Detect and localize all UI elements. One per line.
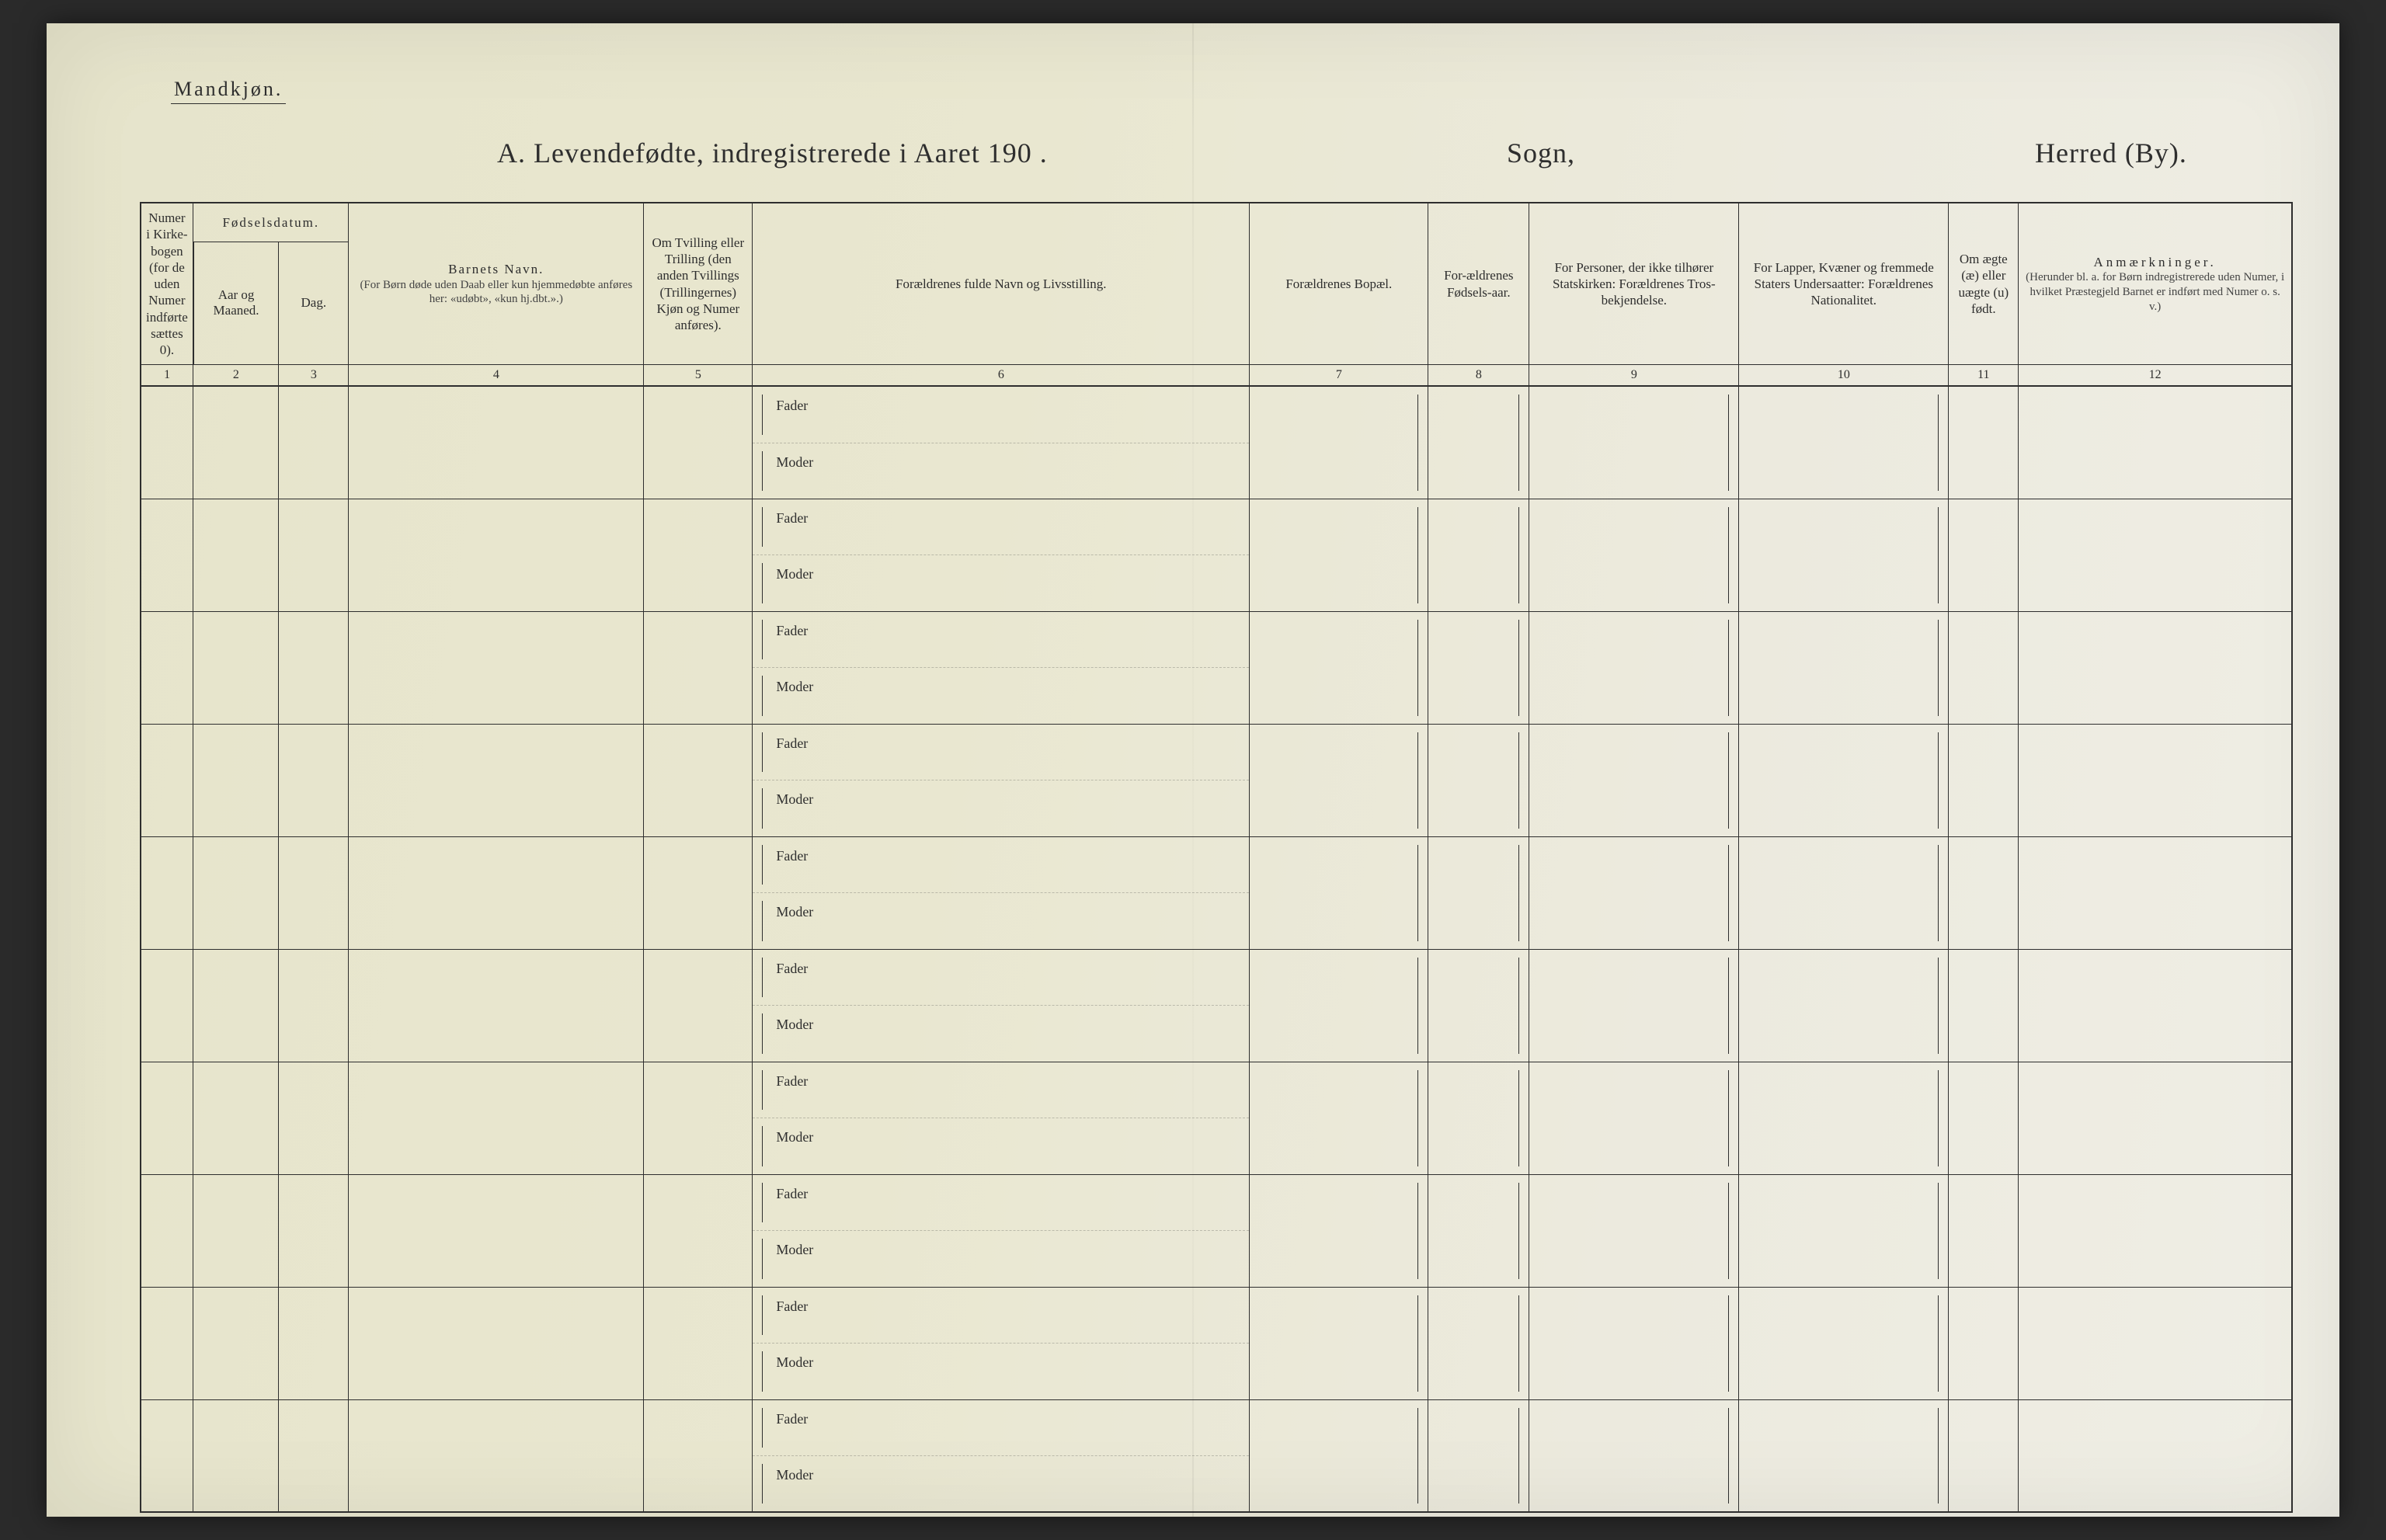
father-label: Fader <box>753 1400 1249 1456</box>
colnum-6: 6 <box>753 365 1250 387</box>
col-header-10: For Lapper, Kvæner og fremmede Staters U… <box>1739 203 1949 365</box>
colnum-12: 12 <box>2019 365 2292 387</box>
col-header-1: Numer i Kirke-bogen (for de uden Numer i… <box>141 203 193 365</box>
table-header-row: Numer i Kirke-bogen (for de uden Numer i… <box>141 203 2292 242</box>
father-label: Fader <box>753 1062 1249 1119</box>
father-label: Fader <box>753 837 1249 894</box>
col-header-12: Anmærkninger. (Herunder bl. a. for Børn … <box>2019 203 2292 365</box>
table-body: FaderModerFaderModerFaderModerFaderModer… <box>141 386 2292 1512</box>
col-header-6: Forældrenes fulde Navn og Livsstilling. <box>753 203 1250 365</box>
father-label: Fader <box>753 499 1249 556</box>
table-row: FaderModer <box>141 949 2292 1062</box>
col-header-9: For Personer, der ikke tilhører Statskir… <box>1529 203 1739 365</box>
page-content: Mandkjøn. A. Levendefødte, indregistrere… <box>140 78 2293 1462</box>
col-header-date-group: Fødselsdatum. <box>193 203 349 242</box>
father-label: Fader <box>753 725 1249 781</box>
colnum-10: 10 <box>1739 365 1949 387</box>
colnum-8: 8 <box>1428 365 1529 387</box>
title-herred: Herred (By). <box>2035 137 2187 169</box>
title-bar: A. Levendefødte, indregistrerede i Aaret… <box>140 137 2293 174</box>
mother-label: Moder <box>753 1118 1249 1174</box>
table-row: FaderModer <box>141 1062 2292 1174</box>
colnum-5: 5 <box>644 365 753 387</box>
col12-title: Anmærkninger. <box>2023 254 2287 270</box>
table-colnum-row: 1 2 3 4 5 6 7 8 9 10 11 12 <box>141 365 2292 387</box>
table-row: FaderModer <box>141 724 2292 836</box>
father-label: Fader <box>753 950 1249 1006</box>
gender-label: Mandkjøn. <box>171 78 286 104</box>
father-label: Fader <box>753 387 1249 443</box>
table-row: FaderModer <box>141 1287 2292 1399</box>
colnum-7: 7 <box>1250 365 1428 387</box>
father-label: Fader <box>753 1288 1249 1344</box>
col-header-3: Dag. <box>279 242 349 365</box>
colnum-9: 9 <box>1529 365 1739 387</box>
mother-label: Moder <box>753 555 1249 611</box>
colnum-1: 1 <box>141 365 193 387</box>
mother-label: Moder <box>753 1344 1249 1399</box>
table-row: FaderModer <box>141 611 2292 724</box>
title-main: A. Levendefødte, indregistrerede i Aaret… <box>497 137 1048 169</box>
col-header-5: Om Tvilling eller Trilling (den anden Tv… <box>644 203 753 365</box>
col-header-11: Om ægte (æ) eller uægte (u) født. <box>1949 203 2019 365</box>
father-label: Fader <box>753 612 1249 669</box>
mother-label: Moder <box>753 668 1249 724</box>
col-header-7: Forældrenes Bopæl. <box>1250 203 1428 365</box>
mother-label: Moder <box>753 893 1249 949</box>
colnum-4: 4 <box>349 365 644 387</box>
col12-sub: (Herunder bl. a. for Børn indregistrered… <box>2023 270 2287 314</box>
table-row: FaderModer <box>141 836 2292 949</box>
table-row: FaderModer <box>141 499 2292 611</box>
mother-label: Moder <box>753 443 1249 499</box>
mother-label: Moder <box>753 780 1249 836</box>
col-header-8: For-ældrenes Fødsels-aar. <box>1428 203 1529 365</box>
colnum-11: 11 <box>1949 365 2019 387</box>
colnum-2: 2 <box>193 365 279 387</box>
table-row: FaderModer <box>141 1174 2292 1287</box>
mother-label: Moder <box>753 1231 1249 1287</box>
colnum-3: 3 <box>279 365 349 387</box>
table-row: FaderModer <box>141 386 2292 499</box>
father-label: Fader <box>753 1175 1249 1232</box>
register-table: Numer i Kirke-bogen (for de uden Numer i… <box>140 202 2293 1513</box>
col4-title: Barnets Navn. <box>353 261 638 277</box>
title-sogn: Sogn, <box>1507 137 1575 169</box>
mother-label: Moder <box>753 1456 1249 1511</box>
scanned-page: Mandkjøn. A. Levendefødte, indregistrere… <box>47 23 2339 1517</box>
col-header-2: Aar og Maaned. <box>193 242 279 365</box>
mother-label: Moder <box>753 1006 1249 1062</box>
col-header-4: Barnets Navn. (For Børn døde uden Daab e… <box>349 203 644 365</box>
col4-sub: (For Børn døde uden Daab eller kun hjemm… <box>353 278 638 308</box>
table-row: FaderModer <box>141 1399 2292 1512</box>
